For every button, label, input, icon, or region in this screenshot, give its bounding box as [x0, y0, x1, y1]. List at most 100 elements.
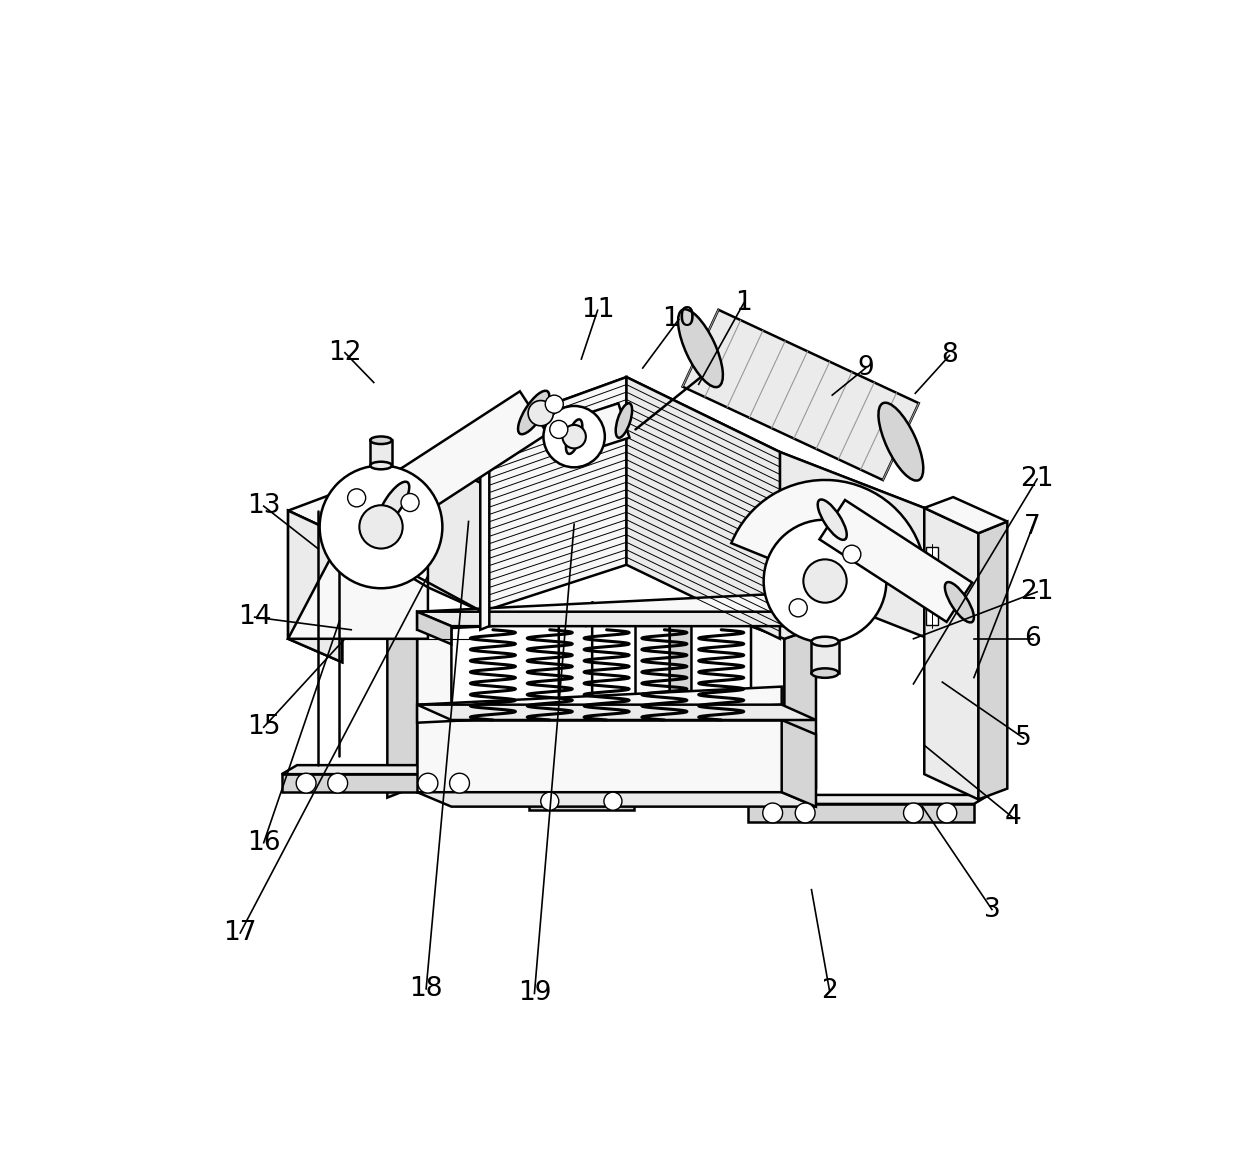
Polygon shape — [428, 458, 482, 612]
Polygon shape — [926, 598, 937, 625]
Circle shape — [795, 803, 815, 823]
Circle shape — [546, 395, 563, 414]
Polygon shape — [559, 602, 593, 777]
Polygon shape — [288, 536, 428, 639]
Text: 1: 1 — [735, 291, 753, 316]
Polygon shape — [748, 804, 973, 822]
Polygon shape — [417, 704, 816, 720]
Polygon shape — [811, 641, 838, 673]
Polygon shape — [281, 765, 496, 775]
Circle shape — [604, 792, 622, 810]
Circle shape — [549, 421, 568, 438]
Circle shape — [563, 425, 585, 449]
Circle shape — [543, 406, 605, 468]
Polygon shape — [781, 720, 816, 806]
Text: 21: 21 — [1021, 579, 1054, 605]
Circle shape — [804, 559, 847, 602]
Polygon shape — [748, 795, 990, 804]
Polygon shape — [417, 612, 816, 626]
Polygon shape — [387, 614, 451, 639]
Text: 7: 7 — [1024, 513, 1040, 540]
Polygon shape — [635, 601, 692, 624]
Polygon shape — [281, 775, 480, 792]
Circle shape — [401, 493, 419, 511]
Polygon shape — [559, 602, 618, 626]
Circle shape — [937, 803, 957, 823]
Text: 3: 3 — [983, 897, 1001, 922]
Polygon shape — [978, 522, 1007, 799]
Text: 4: 4 — [1004, 804, 1021, 831]
Polygon shape — [417, 614, 451, 786]
Polygon shape — [379, 391, 547, 525]
Polygon shape — [924, 507, 978, 799]
Text: 15: 15 — [247, 714, 280, 741]
Circle shape — [360, 505, 403, 548]
Ellipse shape — [811, 636, 838, 646]
Text: 2: 2 — [821, 977, 838, 1003]
Ellipse shape — [371, 436, 392, 444]
Polygon shape — [529, 783, 649, 792]
Circle shape — [327, 774, 347, 793]
Polygon shape — [626, 377, 780, 639]
Circle shape — [296, 774, 316, 793]
Text: 14: 14 — [238, 604, 272, 631]
Text: 17: 17 — [223, 920, 257, 946]
Circle shape — [763, 803, 782, 823]
Polygon shape — [924, 507, 978, 662]
Circle shape — [418, 774, 438, 793]
Polygon shape — [751, 626, 785, 799]
Text: 9: 9 — [857, 355, 874, 381]
Polygon shape — [529, 792, 634, 810]
Polygon shape — [924, 497, 1007, 533]
Polygon shape — [288, 458, 482, 536]
Text: 11: 11 — [580, 298, 614, 323]
Polygon shape — [387, 626, 417, 798]
Ellipse shape — [817, 499, 847, 540]
Polygon shape — [635, 612, 670, 783]
Text: 18: 18 — [409, 976, 443, 1002]
Polygon shape — [785, 628, 816, 799]
Text: 8: 8 — [941, 342, 959, 368]
Ellipse shape — [616, 403, 632, 438]
Ellipse shape — [378, 482, 409, 525]
Polygon shape — [417, 687, 781, 723]
Ellipse shape — [565, 420, 583, 454]
Polygon shape — [288, 511, 342, 662]
Polygon shape — [751, 614, 816, 639]
Polygon shape — [417, 720, 781, 792]
Polygon shape — [417, 792, 816, 806]
Polygon shape — [480, 424, 490, 629]
Ellipse shape — [518, 390, 549, 434]
Ellipse shape — [878, 403, 924, 481]
Ellipse shape — [678, 309, 723, 387]
Polygon shape — [371, 441, 392, 465]
Polygon shape — [780, 452, 978, 533]
Text: 16: 16 — [247, 830, 280, 856]
Polygon shape — [417, 612, 451, 645]
Polygon shape — [482, 377, 780, 504]
Circle shape — [789, 599, 807, 616]
Polygon shape — [682, 309, 919, 481]
Text: 6: 6 — [1024, 626, 1040, 652]
Circle shape — [450, 774, 470, 793]
Text: 5: 5 — [1016, 725, 1032, 751]
Text: 12: 12 — [329, 340, 362, 366]
Text: 21: 21 — [1021, 466, 1054, 492]
Circle shape — [764, 519, 887, 642]
Ellipse shape — [811, 668, 838, 677]
Polygon shape — [417, 594, 781, 629]
Ellipse shape — [945, 582, 973, 622]
Circle shape — [843, 545, 861, 564]
Ellipse shape — [371, 462, 392, 469]
Polygon shape — [780, 452, 924, 638]
Polygon shape — [926, 546, 937, 574]
Polygon shape — [670, 612, 692, 783]
Polygon shape — [482, 377, 626, 612]
Circle shape — [528, 401, 553, 425]
Polygon shape — [288, 511, 342, 662]
Polygon shape — [820, 500, 972, 622]
Text: 10: 10 — [662, 306, 696, 333]
Text: 19: 19 — [517, 981, 551, 1007]
Circle shape — [904, 803, 924, 823]
Circle shape — [347, 489, 366, 506]
